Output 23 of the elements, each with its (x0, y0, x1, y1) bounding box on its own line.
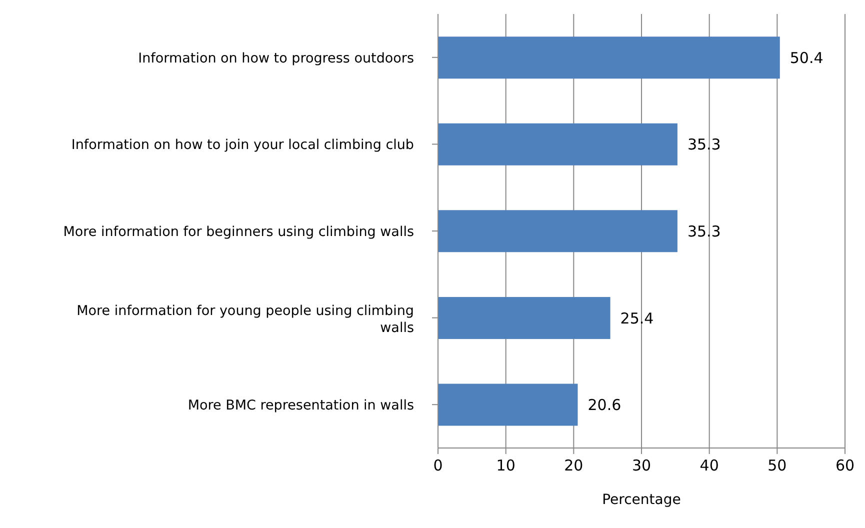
bar (438, 123, 678, 166)
bar (438, 36, 780, 79)
x-axis-title: Percentage (602, 492, 681, 508)
x-tick-label: 20 (564, 456, 584, 475)
x-tick-label: 40 (700, 456, 719, 475)
x-tick-label: 30 (632, 456, 652, 475)
data-label: 50.4 (790, 48, 824, 67)
data-label: 20.6 (588, 396, 622, 414)
x-tick-label: 60 (835, 456, 855, 475)
data-label: 25.4 (620, 309, 654, 328)
bar (438, 210, 678, 252)
y-tick-label: More information for beginners using climbing walls (63, 224, 414, 240)
x-tick-label: 0 (433, 456, 443, 475)
x-tick-label: 10 (496, 456, 516, 475)
y-tick-label: Information on how to progress outdoors (138, 50, 414, 66)
data-label: 35.3 (687, 136, 721, 154)
data-label: 35.3 (687, 222, 721, 240)
bar (438, 384, 578, 426)
x-tick-label: 50 (768, 456, 787, 475)
y-tick-label: More BMC representation in walls (188, 398, 414, 414)
y-tick-label: More information for young people using climbing walls (76, 302, 414, 336)
bar (438, 296, 610, 339)
y-tick-label: Information on how to join your local climbing club (71, 137, 414, 154)
